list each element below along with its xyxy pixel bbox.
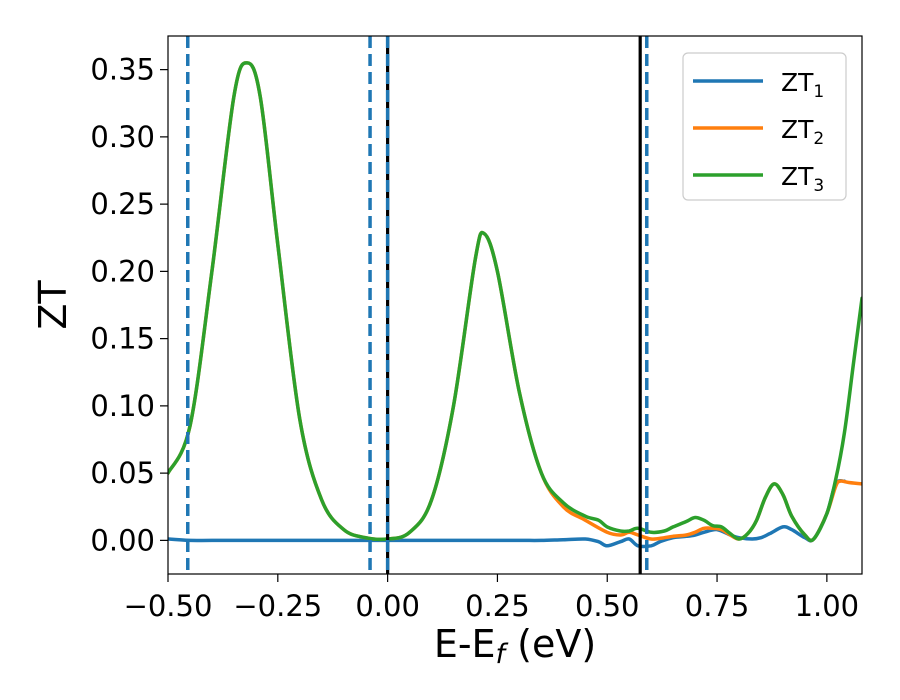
x-tick-label: 1.00 xyxy=(795,589,860,623)
legend-label-2: ZT2 xyxy=(781,115,824,149)
x-tick-label: −0.50 xyxy=(124,589,213,623)
y-axis: 0.00 0.05 0.10 0.15 0.20 0.25 0.30 0.35 xyxy=(90,53,168,557)
plot-area xyxy=(168,36,862,574)
legend-box xyxy=(682,52,847,201)
y-tick-label: 0.10 xyxy=(90,389,155,423)
x-tick-label: 0.50 xyxy=(575,589,640,623)
legend-label-1: ZT1 xyxy=(781,68,824,102)
series-line-3 xyxy=(168,61,862,543)
y-tick-label: 0.35 xyxy=(90,53,155,87)
x-tick-label: 0.75 xyxy=(685,589,750,623)
y-axis-label: ZT xyxy=(31,280,75,330)
y-tick-label: 0.25 xyxy=(90,187,155,221)
legend: ZT1 ZT2 ZT3 xyxy=(682,52,847,201)
x-tick-label: −0.25 xyxy=(233,589,322,623)
x-tick-label: 0.25 xyxy=(465,589,530,623)
y-tick-label: 0.20 xyxy=(90,254,155,288)
y-tick-label: 0.00 xyxy=(90,523,155,557)
y-tick-label: 0.05 xyxy=(90,456,155,490)
axes-frame xyxy=(167,35,863,575)
x-axis-label: E-Ef (eV) xyxy=(434,622,596,670)
y-tick-label: 0.15 xyxy=(90,322,155,356)
legend-label-3: ZT3 xyxy=(781,162,824,196)
x-axis: −0.50 −0.25 0.00 0.25 0.50 0.75 1.00 xyxy=(124,574,860,623)
x-tick-label: 0.00 xyxy=(355,589,420,623)
y-tick-label: 0.30 xyxy=(90,120,155,154)
